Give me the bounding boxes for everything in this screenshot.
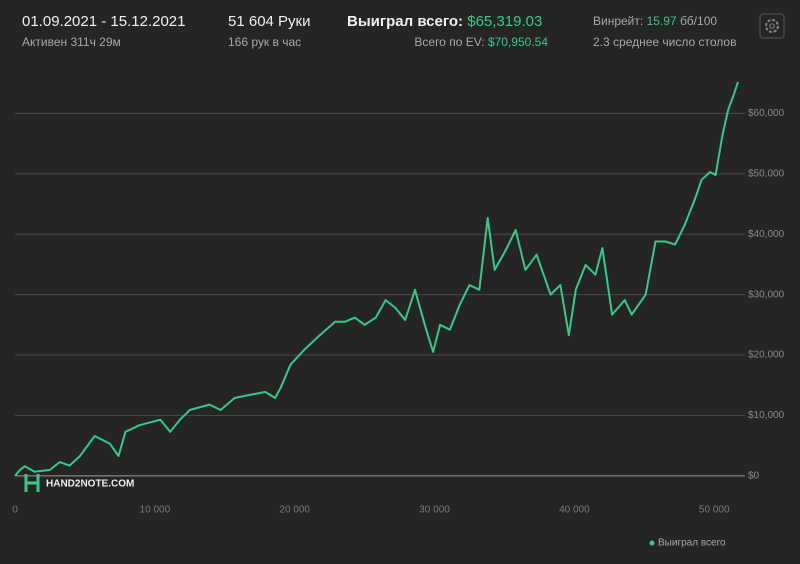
y-tick-label: $20,000 <box>748 350 785 361</box>
ev-value: $70,950.54 <box>488 35 548 49</box>
ev-label: Всего по EV: <box>414 35 484 49</box>
gear-hub[interactable] <box>769 23 775 29</box>
winrate-unit: бб/100 <box>680 14 717 28</box>
won-label: Выиграл всего: <box>347 13 463 30</box>
ev-total: Всего по EV: $70,950.54 <box>414 35 548 49</box>
won-value: $65,319.03 <box>467 13 542 30</box>
x-tick-label: 50 000 <box>699 505 730 516</box>
y-tick-label: $50,000 <box>748 168 785 179</box>
legend-marker <box>649 540 655 546</box>
y-tick-label: $60,000 <box>748 108 785 119</box>
logo-icon <box>24 474 40 492</box>
x-tick-label: 10 000 <box>140 505 171 516</box>
series-line <box>14 81 739 477</box>
won-total: Выиграл всего: $65,319.03 <box>347 13 542 30</box>
x-tick-label: 40 000 <box>559 505 590 516</box>
legend-label: Выиграл всего <box>658 538 726 549</box>
hands: 51 604 Руки <box>228 13 311 30</box>
hands-per-hour: 166 рук в час <box>228 35 301 49</box>
x-tick-label: 30 000 <box>419 505 450 516</box>
x-tick-label: 20 000 <box>279 505 310 516</box>
avg-tables: 2.3 среднее число столов <box>593 35 736 49</box>
watermark: HAND2NOTE.COM <box>46 479 134 490</box>
y-tick-label: $30,000 <box>748 289 785 300</box>
date-range: 01.09.2021 - 15.12.2021 <box>22 13 185 30</box>
active-time: Активен 311ч 29м <box>22 35 121 49</box>
x-tick-label: 0 <box>12 505 18 516</box>
winrate-value: 15.97 <box>647 14 677 28</box>
gear-icon[interactable] <box>765 19 779 33</box>
y-tick-label: $10,000 <box>748 410 785 421</box>
y-tick-label: $40,000 <box>748 229 785 240</box>
y-tick-label: $0 <box>748 471 760 482</box>
logo <box>24 474 40 492</box>
settings-frame[interactable] <box>759 13 785 39</box>
winrate: Винрейт: 15.97 бб/100 <box>593 14 717 28</box>
winrate-label: Винрейт: <box>593 14 643 28</box>
settings-button[interactable] <box>759 13 785 39</box>
